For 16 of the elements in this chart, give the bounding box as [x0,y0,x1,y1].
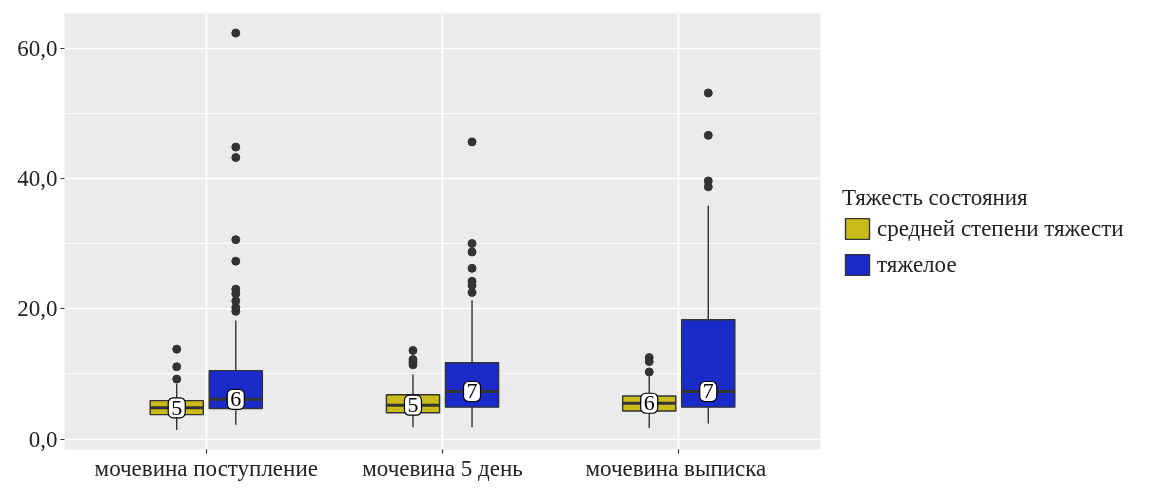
x-tick-label: мочевина 5 день [362,455,523,481]
y-tick-label: 60,0 [17,35,58,61]
x-tick-label: мочевина поступление [94,455,318,481]
text: 6 [643,390,655,416]
y-tick-label: 40,0 [17,165,58,191]
x-tick-label: мочевина выписка [585,455,767,481]
legend-label: средней степени тяжести [877,215,1124,242]
text: 5 [407,392,419,418]
text: 7 [702,378,714,404]
text: 6 [230,386,242,412]
y-tick-label: 20,0 [17,296,58,322]
y-tick-label: 0,0 [28,426,58,452]
text: 7 [466,378,478,404]
text: 5 [171,394,183,420]
legend-title: Тяжесть состояния [842,184,1029,211]
legend-label: тяжелое [877,251,957,278]
